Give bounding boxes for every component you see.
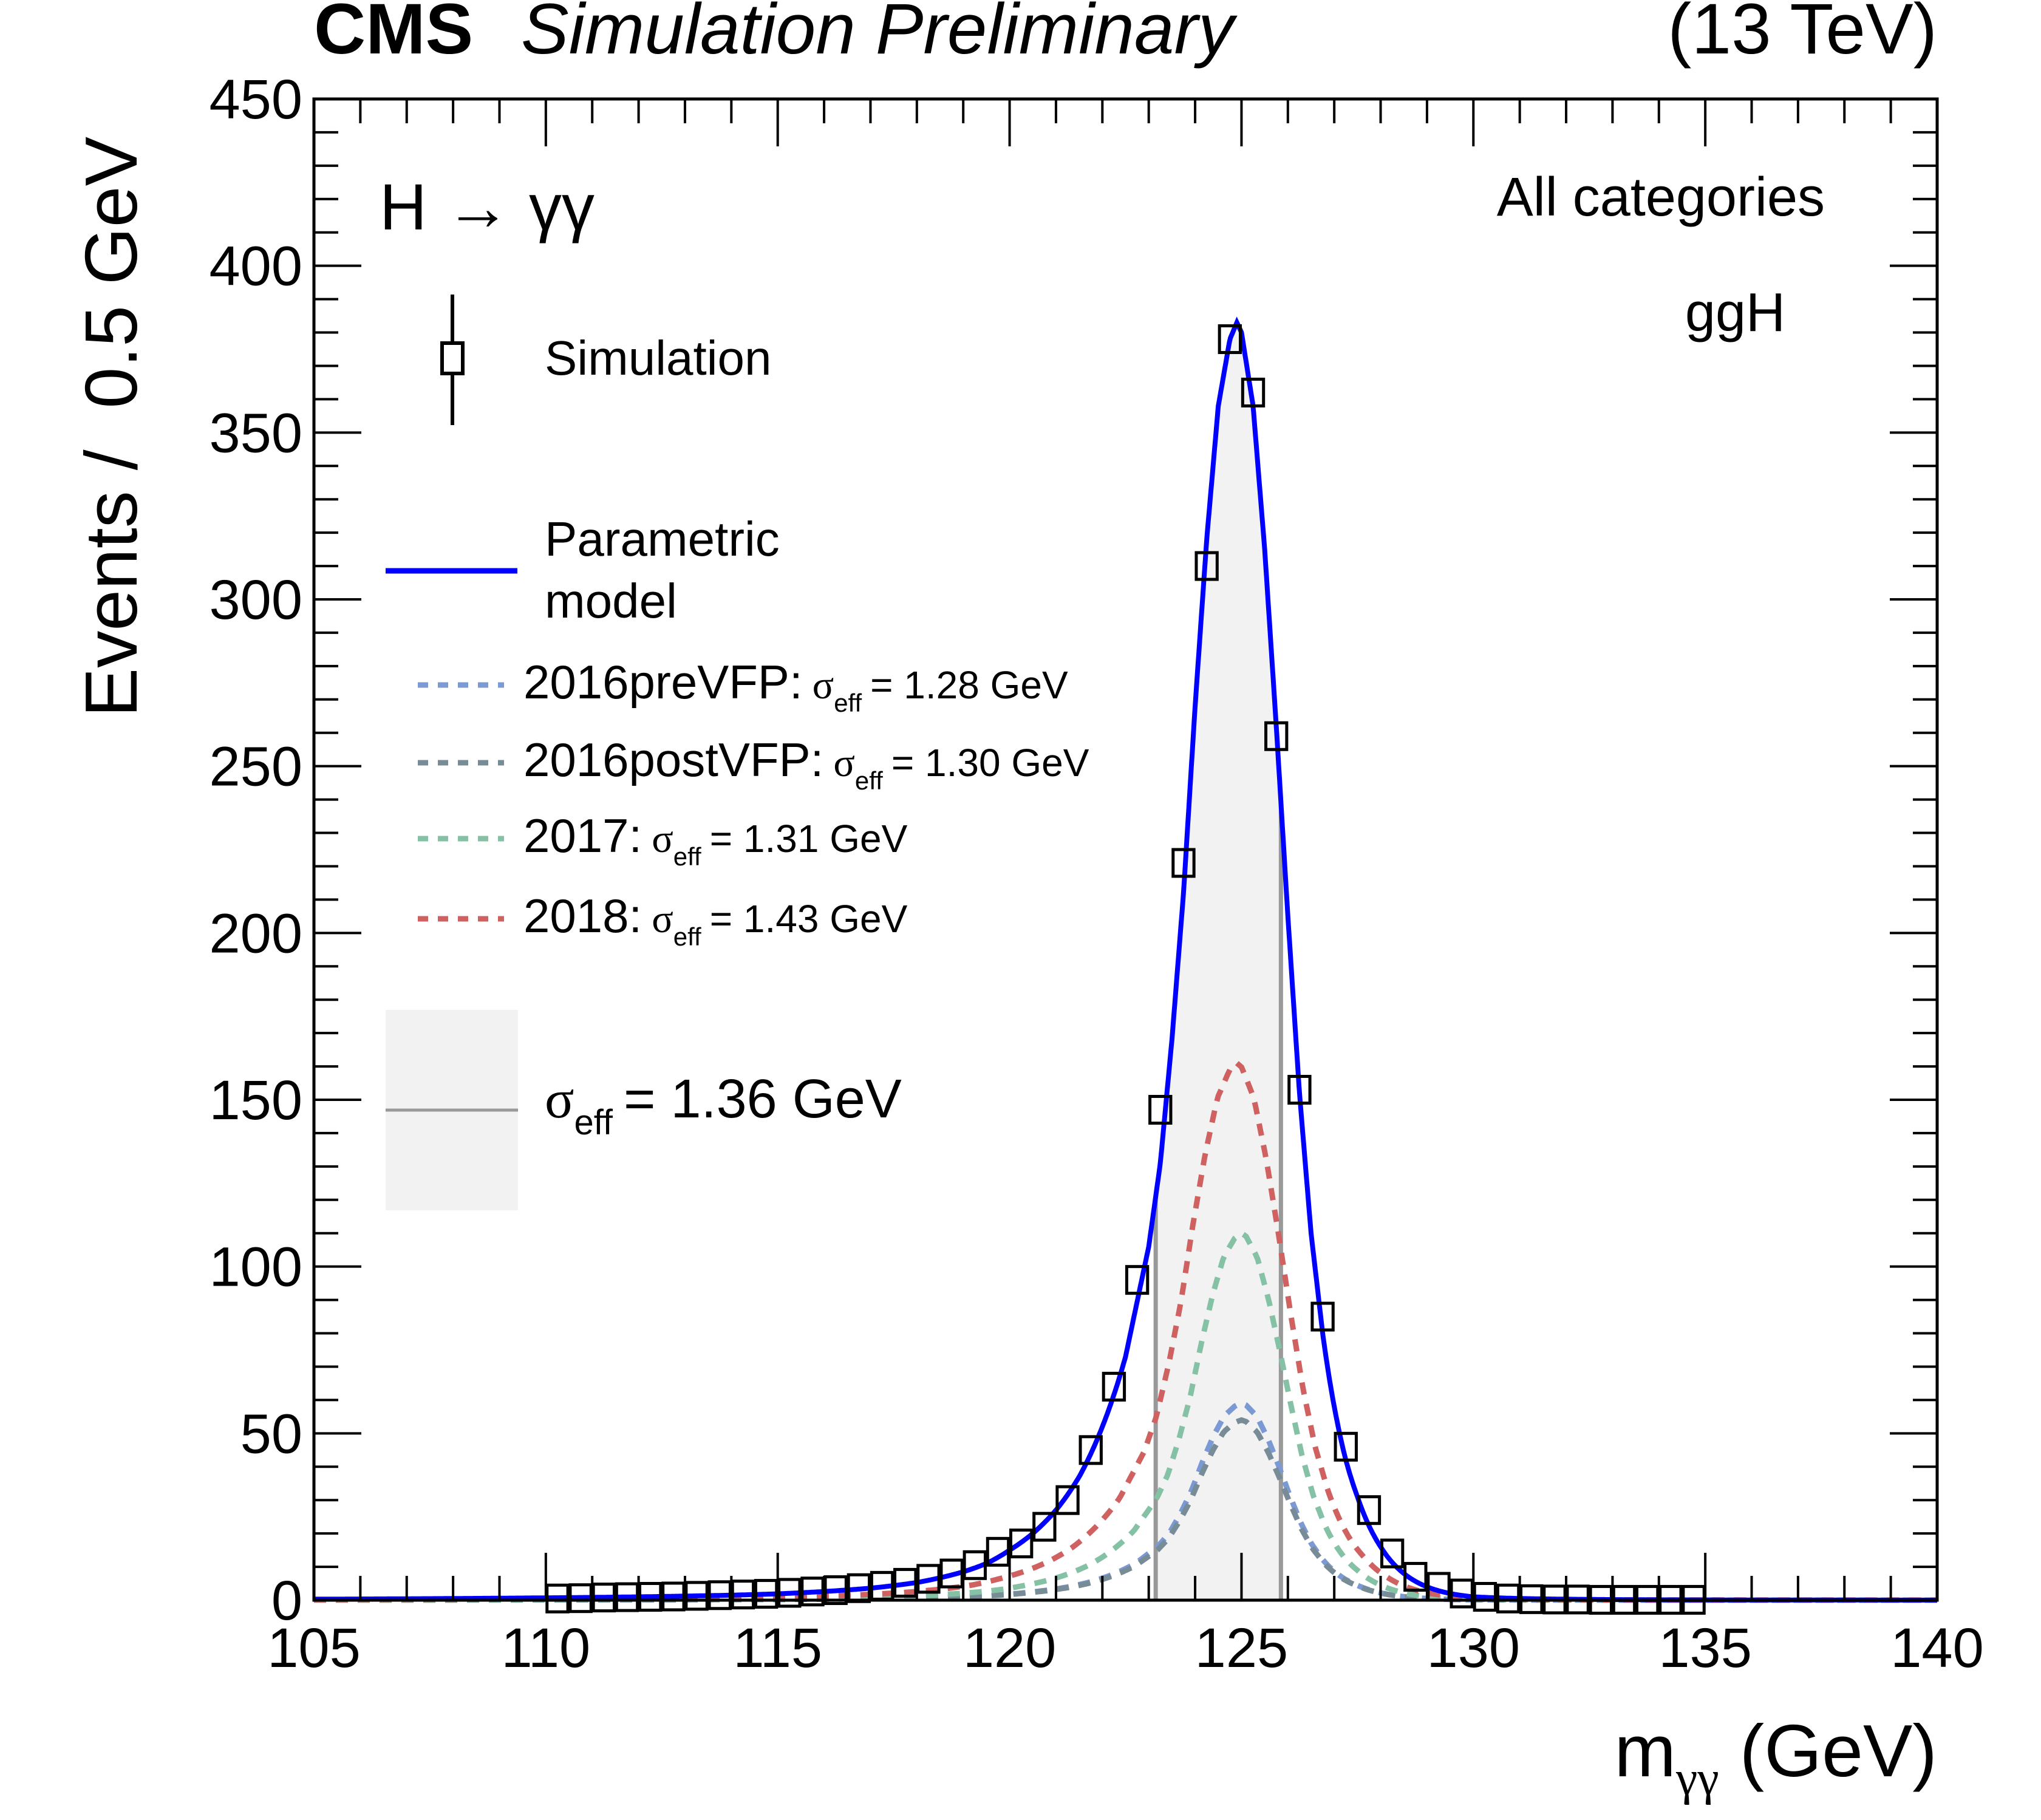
simulation-point — [1241, 377, 1266, 407]
x-tick-label: 120 — [963, 1617, 1057, 1679]
curve-2016postVFP — [314, 1417, 1937, 1603]
legend-band-label: σeff = 1.36 GeV — [545, 1069, 902, 1142]
simulation-point — [1032, 1512, 1057, 1542]
y-tick-label: 300 — [210, 569, 303, 631]
simulation-point — [1334, 1431, 1358, 1462]
experiment-label: CMS — [314, 0, 473, 69]
legend-year-label: 2016postVFP: σeff = 1.30 GeV — [523, 733, 1089, 795]
axis-tick-labels: 105 110 115 120 125 130 135 140 0 50 100 150 200 250 3… — [210, 69, 1984, 1679]
x-tick-label: 130 — [1427, 1617, 1521, 1679]
simulation-point — [1287, 1075, 1312, 1105]
legend-year-label: 2016preVFP: σeff = 1.28 GeV — [523, 655, 1068, 717]
simulation-point — [1078, 1435, 1103, 1465]
simulation-point — [986, 1536, 1010, 1567]
y-tick-label: 0 — [271, 1570, 302, 1632]
simulation-point — [1171, 848, 1196, 878]
svg-text:mγγ (GeV): mγγ (GeV) — [1614, 1709, 1937, 1805]
curve-2018 — [314, 1059, 1937, 1603]
legend-entry-2018: 2018: σeff = 1.43 GeV — [418, 889, 908, 951]
y-axis-title: Events / 0.5 GeV — [70, 137, 152, 717]
legend-entry-model: Parametric model — [386, 512, 780, 628]
energy-label: (13 TeV) — [1668, 0, 1937, 69]
category-label: All categories — [1497, 167, 1825, 228]
x-tick-label: 125 — [1195, 1617, 1289, 1679]
legend: Simulation Parametric model 2016preVFP: σ… — [386, 295, 1089, 1210]
y-tick-label: 350 — [210, 402, 303, 464]
simulation-point — [1148, 1094, 1173, 1125]
simulation-point — [1194, 551, 1219, 581]
simulation-point — [963, 1550, 987, 1580]
legend-entry-simulation: Simulation — [440, 295, 772, 425]
x-axis-title: mγγ (GeV) — [1614, 1709, 1937, 1805]
legend-simulation-label: Simulation — [545, 331, 772, 385]
x-axis-title-main: m — [1614, 1709, 1676, 1792]
x-axis-title-unit: (GeV) — [1740, 1709, 1937, 1792]
status-label: Simulation Preliminary — [521, 0, 1238, 69]
simulation-point — [1009, 1529, 1034, 1559]
legend-model-label-line2: model — [545, 574, 677, 628]
x-tick-label: 135 — [1658, 1617, 1752, 1679]
y-tick-label: 100 — [210, 1236, 303, 1298]
legend-model-label-line1: Parametric — [545, 512, 780, 566]
x-axis-title-sub: γγ — [1675, 1752, 1719, 1805]
legend-year-label: 2018: σeff = 1.43 GeV — [523, 889, 908, 951]
legend-year-label: 2017: σeff = 1.31 GeV — [523, 809, 908, 871]
y-tick-label: 400 — [210, 236, 303, 298]
legend-simulation-marker — [440, 341, 465, 375]
axis-ticks — [313, 98, 1938, 1601]
simulation-point — [1264, 721, 1289, 751]
y-tick-label: 200 — [210, 902, 303, 964]
legend-entry-band: σeff = 1.36 GeV — [386, 1010, 902, 1210]
x-tick-label: 105 — [267, 1617, 361, 1679]
x-tick-label: 140 — [1890, 1617, 1984, 1679]
per-year-curves — [314, 1059, 1937, 1603]
process-label: H → γγ — [380, 170, 595, 244]
legend-year-entries: 2016preVFP: σeff = 1.28 GeV 2016postVFP: σef… — [418, 655, 1089, 951]
simulation-point — [1380, 1538, 1405, 1569]
simulation-point — [1125, 1265, 1150, 1295]
plot-frame — [312, 97, 1939, 1602]
legend-entry-2016preVFP: 2016preVFP: σeff = 1.28 GeV — [418, 655, 1068, 717]
simulation-point — [1310, 1301, 1335, 1332]
simulation-point — [1055, 1485, 1080, 1515]
simulation-point — [1218, 324, 1242, 355]
y-tick-label: 150 — [210, 1069, 303, 1131]
production-label: ggH — [1685, 282, 1785, 343]
x-tick-label: 115 — [733, 1617, 822, 1679]
legend-entry-2017: 2017: σeff = 1.31 GeV — [418, 809, 908, 871]
simulation-point — [1357, 1495, 1382, 1525]
x-tick-label: 110 — [502, 1617, 591, 1679]
simulation-point — [939, 1558, 964, 1589]
legend-entry-2016postVFP: 2016postVFP: σeff = 1.30 GeV — [418, 733, 1089, 795]
y-tick-label: 250 — [210, 736, 303, 798]
y-tick-label: 50 — [240, 1403, 302, 1465]
y-tick-label: 450 — [210, 69, 303, 131]
sigma-eff-band-fill — [1156, 323, 1281, 1601]
simulation-point — [1102, 1371, 1126, 1402]
